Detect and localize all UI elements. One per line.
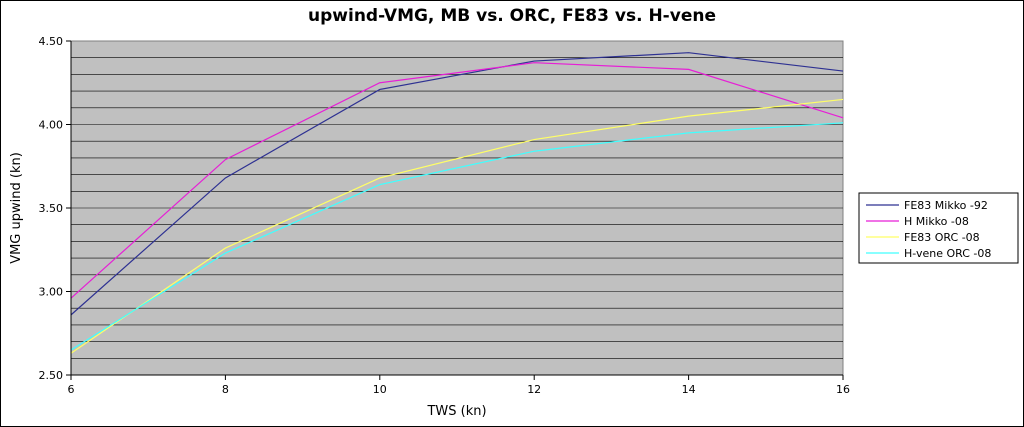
series-lines bbox=[70, 52, 844, 354]
legend-label: FE83 Mikko -92 bbox=[904, 199, 988, 212]
legend-label: H-vene ORC -08 bbox=[904, 247, 991, 260]
x-tick-labels: 6 8 10 12 14 16 bbox=[68, 375, 850, 396]
x-tick-label: 8 bbox=[222, 383, 229, 396]
x-tick-label: 14 bbox=[682, 383, 696, 396]
x-tick-label: 16 bbox=[836, 383, 850, 396]
series-line-4 bbox=[70, 122, 844, 351]
y-tick-label: 3.50 bbox=[39, 202, 64, 215]
x-tick-label: 6 bbox=[68, 383, 75, 396]
legend-label: H Mikko -08 bbox=[904, 215, 969, 228]
x-axis-title: TWS (kn) bbox=[426, 404, 486, 419]
grid-lines bbox=[71, 57, 843, 359]
y-tick-label: 3.00 bbox=[39, 286, 64, 299]
x-tick-label: 12 bbox=[527, 383, 541, 396]
series-line-3 bbox=[70, 98, 844, 354]
y-tick-label: 4.00 bbox=[39, 119, 64, 132]
legend: FE83 Mikko -92 H Mikko -08 FE83 ORC -08 H-v… bbox=[858, 192, 1019, 264]
legend-label: FE83 ORC -08 bbox=[904, 231, 980, 244]
series-line-2 bbox=[70, 62, 844, 299]
x-tick-label: 10 bbox=[373, 383, 387, 396]
y-tick-label: 4.50 bbox=[39, 35, 64, 48]
y-tick-label: 2.50 bbox=[39, 369, 64, 382]
y-axis-title: VMG upwind (kn) bbox=[9, 152, 24, 264]
y-tick-labels: 2.50 3.00 3.50 4.00 4.50 bbox=[39, 35, 71, 382]
series-line-1 bbox=[70, 52, 844, 316]
chart-title: upwind-VMG, MB vs. ORC, FE83 vs. H-vene bbox=[308, 6, 716, 26]
